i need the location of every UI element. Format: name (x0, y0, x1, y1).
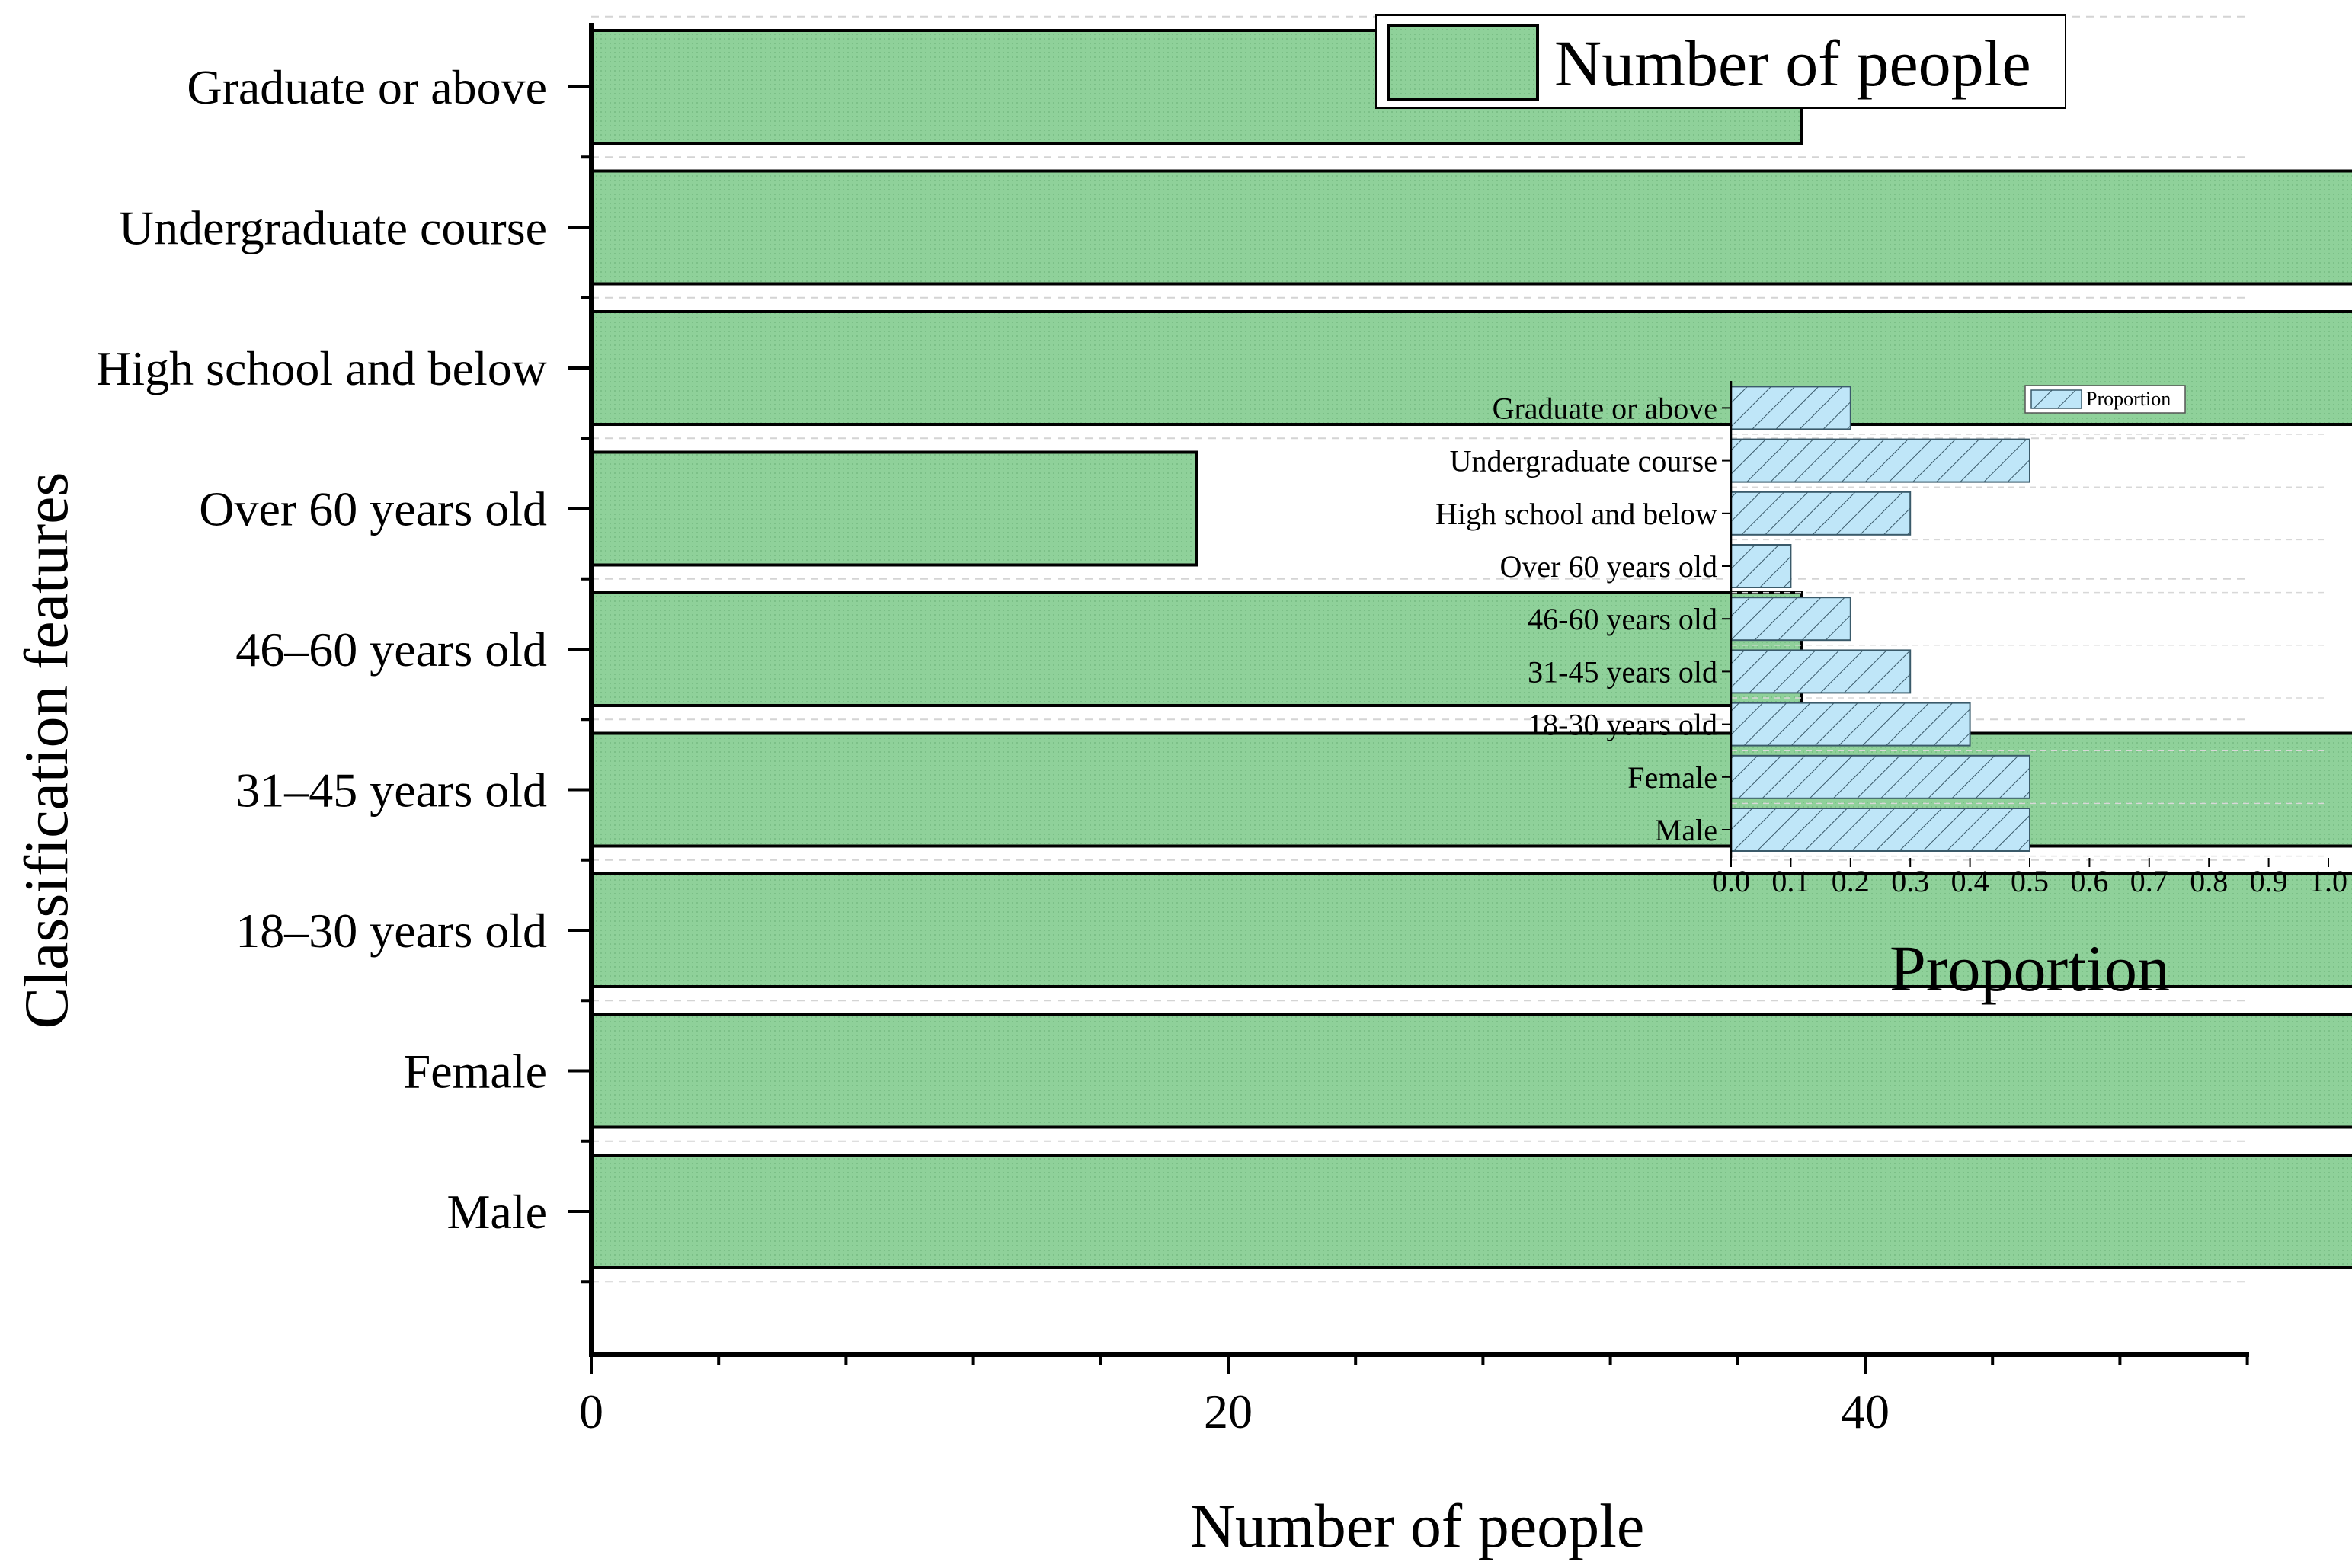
inset-y-ticks: Male Female 18-30 years old 31-45 years old… (1435, 391, 1731, 847)
inset-bar (1730, 754, 2030, 799)
main-category-label: Graduate or above (187, 60, 547, 114)
inset-bar (1730, 649, 1912, 694)
main-category-label: Over 60 years old (199, 482, 547, 536)
inset-bar (1730, 597, 1851, 642)
main-legend-swatch (1387, 24, 1539, 101)
main-x-ticks: 020406080100 (579, 1355, 2249, 1438)
main-bar (590, 591, 1803, 707)
inset-category-label: High school and below (1435, 497, 1717, 531)
inset-bar (1730, 808, 2030, 852)
main-x-axis-title: Number of people (1190, 1491, 1645, 1560)
inset-category-label: Male (1655, 813, 1717, 847)
inset-category-label: Over 60 years old (1500, 549, 1717, 584)
inset-category-label: 46-60 years old (1528, 602, 1717, 636)
main-bars (590, 29, 2352, 1269)
inset-x-tick-label: 0.8 (2190, 864, 2228, 898)
inset-gridlines (1731, 434, 2328, 857)
main-category-label: 46–60 years old (235, 622, 547, 677)
inset-legend-swatch (2030, 389, 2082, 409)
inset-x-tick-label: 0.5 (2011, 864, 2049, 898)
main-y-ticks: Male Female 18–30 years old 31–45 years old… (96, 60, 591, 1284)
main-bar (590, 872, 2352, 988)
main-x-tick-label: 40 (1841, 1384, 1890, 1438)
inset-x-tick-label: 0.4 (1951, 864, 1989, 898)
main-bar (590, 169, 2352, 286)
inset-bar (1730, 438, 2030, 483)
main-bar (590, 1154, 2352, 1269)
main-category-label: 18–30 years old (235, 904, 547, 958)
main-category-label: Undergraduate course (119, 201, 547, 255)
main-x-tick-label: 20 (1204, 1384, 1253, 1438)
main-bar (590, 450, 1198, 567)
inset-x-ticks: 0.0 0.1 0.2 0.3 0.4 0.5 0.6 0.7 0.8 0.9 1.0 (1712, 858, 2347, 898)
inset-legend-label: Proportion (2086, 388, 2171, 410)
main-category-label: 31–45 years old (235, 763, 547, 818)
inset-bars (1730, 386, 2030, 852)
inset-legend: Proportion (2024, 385, 2186, 414)
inset-bar (1730, 702, 1971, 747)
main-x-tick-label: 0 (579, 1384, 603, 1438)
inset-x-tick-label: 0.1 (1771, 864, 1810, 898)
inset-x-tick-label: 0.9 (2250, 864, 2288, 898)
inset-x-tick-label: 0.2 (1832, 864, 1870, 898)
main-category-label: Male (447, 1185, 548, 1239)
inset-category-label: Female (1627, 760, 1717, 795)
inset-category-label: 18-30 years old (1528, 708, 1717, 742)
main-bar (590, 1013, 2352, 1129)
main-category-label: Female (404, 1045, 547, 1099)
inset-x-tick-label: 0.7 (2130, 864, 2168, 898)
inset-category-label: 31-45 years old (1528, 654, 1717, 689)
main-y-axis-title: Classification features (11, 472, 81, 1029)
inset-x-axis-title: Proportion (1890, 932, 2170, 1005)
inset-category-label: Undergraduate course (1450, 444, 1717, 478)
main-category-label: High school and below (96, 341, 547, 395)
inset-category-label: Graduate or above (1493, 391, 1717, 425)
inset-x-tick-label: 0.0 (1712, 864, 1750, 898)
inset-x-tick-label: 0.6 (2070, 864, 2108, 898)
main-legend-label: Number of people (1554, 27, 2031, 100)
inset-x-tick-label: 0.3 (1891, 864, 1929, 898)
main-legend: Number of people (1375, 14, 2066, 109)
inset-bar (1730, 386, 1851, 430)
main-axes (589, 23, 2249, 1357)
inset-bar (1730, 491, 1912, 536)
main-gridlines (591, 15, 2249, 1283)
inset-x-tick-label: 1.0 (2309, 864, 2347, 898)
inset-bar (1730, 544, 1792, 588)
